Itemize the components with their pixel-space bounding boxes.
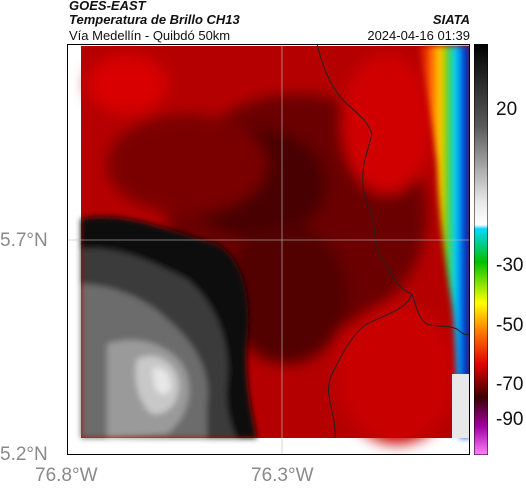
colorbar-tick-20: 20 — [496, 99, 518, 120]
brand-label: SIATA — [432, 12, 470, 27]
colorbar-tick-minus90: -90 — [496, 409, 524, 430]
colorbar-tick-minus30: -30 — [496, 255, 524, 276]
lat-label-5-7: 5.7°N — [0, 230, 48, 251]
product-title: Temperatura de Brillo CH13 — [69, 12, 240, 27]
temperature-colorbar — [474, 44, 488, 455]
lon-label-76-8: 76.8°W — [35, 465, 98, 486]
lon-label-76-3: 76.3°W — [251, 465, 314, 486]
cloud-field — [81, 46, 470, 444]
satellite-title: GOES-EAST — [69, 0, 146, 13]
graticule — [67, 44, 470, 455]
region-subtitle: Vía Medellín - Quibdó 50km — [69, 28, 231, 43]
lat-label-5-2: 5.2°N — [0, 444, 48, 465]
colorbar-tick-minus70: -70 — [496, 374, 524, 395]
datetime-label: 2024-04-16 01:39 — [367, 28, 470, 43]
border-lines — [316, 44, 470, 439]
colorbar-tick-minus50: -50 — [496, 315, 524, 336]
brightness-temperature-map — [67, 44, 470, 455]
